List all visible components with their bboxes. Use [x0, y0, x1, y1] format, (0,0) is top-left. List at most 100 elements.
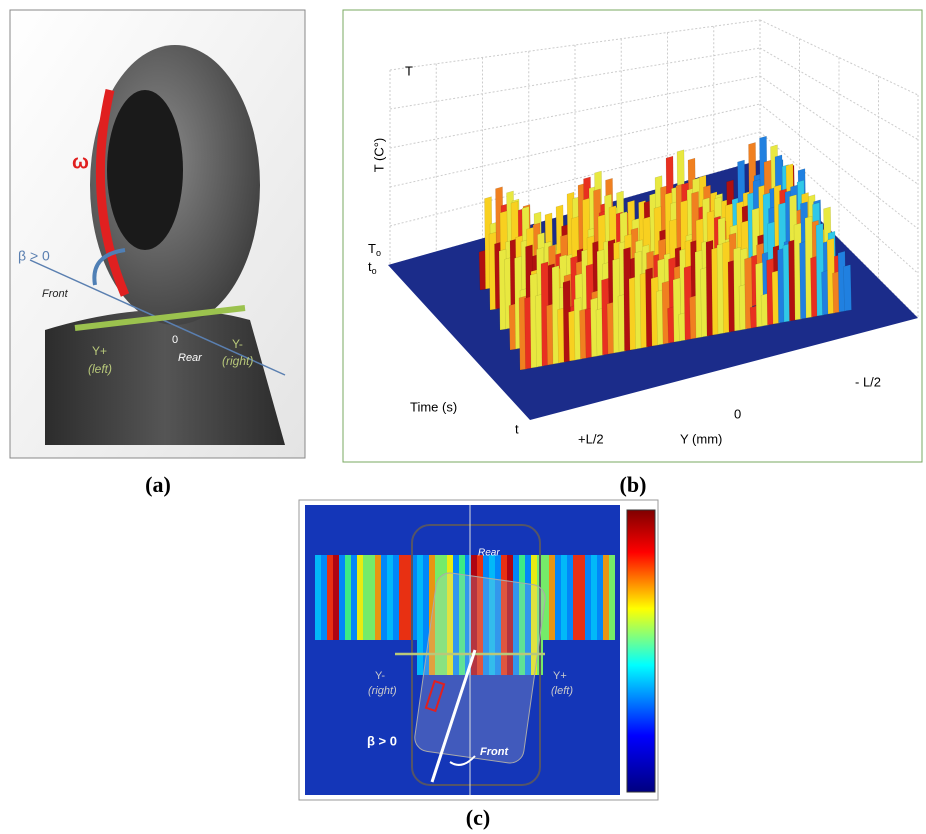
- stripe: [531, 555, 537, 675]
- grid-line: [389, 47, 761, 110]
- caption-c: (c): [466, 805, 490, 830]
- road: [45, 309, 285, 445]
- stripe: [357, 555, 363, 640]
- direction-icon: [424, 679, 446, 713]
- yminus-label: Y-: [375, 670, 385, 682]
- peak: [755, 261, 764, 328]
- beta-label: β > 0: [367, 733, 397, 748]
- stripe: [525, 555, 531, 675]
- stripe: [459, 555, 465, 675]
- stripe: [549, 555, 555, 640]
- peak: [837, 250, 847, 313]
- peak: [601, 277, 610, 356]
- stripe: [381, 555, 387, 640]
- front-label: Front: [42, 288, 69, 300]
- stripe: [315, 555, 321, 640]
- rear-label: Rear: [178, 352, 203, 364]
- grid-line: [759, 131, 919, 274]
- peak: [612, 257, 621, 354]
- stripe: [555, 555, 561, 640]
- stripe: [453, 555, 459, 675]
- stripe: [483, 555, 489, 675]
- stripe: [411, 555, 417, 640]
- stripe: [441, 555, 447, 675]
- stripe: [543, 555, 549, 640]
- stripe: [327, 555, 333, 640]
- stripe: [387, 555, 393, 640]
- caption-b: (b): [620, 472, 647, 497]
- stripe: [585, 555, 591, 640]
- minus-l2: - L/2: [855, 374, 881, 389]
- stripe: [567, 555, 573, 640]
- tire-hole: [107, 90, 183, 250]
- stripe: [573, 555, 579, 640]
- beta-label: β > 0: [18, 248, 50, 264]
- omega-arrow: [95, 89, 130, 297]
- right-label: (right): [368, 685, 397, 697]
- stripe: [465, 555, 471, 675]
- yminus-label: Y-: [232, 337, 243, 351]
- peak: [733, 246, 742, 332]
- peak: [623, 246, 632, 352]
- peak: [843, 264, 852, 312]
- stripe: [501, 555, 507, 675]
- beta-arrow: [430, 649, 477, 783]
- stripe: [597, 555, 603, 640]
- stripe: [363, 555, 369, 640]
- panel-b: T T (C°) To to Time (s) t +L/2 0 - L/2 Y…: [342, 9, 923, 463]
- stripe: [405, 555, 411, 640]
- stripe: [477, 555, 483, 675]
- peak: [661, 280, 671, 345]
- stripe: [351, 555, 357, 640]
- stripe: [489, 555, 495, 675]
- grid-line: [389, 75, 761, 149]
- stripe: [333, 555, 339, 640]
- stripe: [369, 555, 375, 640]
- t0: To: [368, 241, 381, 258]
- stripe: [579, 555, 585, 640]
- y-arrow: [74, 305, 246, 331]
- stripe: [507, 555, 513, 675]
- panel-a: ω β > 0 Front Y+ (left) 0 Rear Y- (right…: [9, 9, 306, 459]
- left-label: (left): [551, 685, 573, 697]
- rear-label: Rear: [478, 548, 500, 559]
- panel-c: Rear Y- (right) Y+ (left) β > 0 Front: [298, 499, 659, 801]
- peak: [540, 261, 550, 367]
- stripe: [345, 555, 351, 640]
- stripe: [591, 555, 597, 640]
- stripe: [609, 555, 615, 640]
- stripe: [321, 555, 327, 640]
- plus-l2: +L/2: [578, 431, 604, 446]
- stripe: [423, 555, 429, 675]
- time0: to: [368, 259, 377, 276]
- left-label: (left): [88, 362, 112, 376]
- stripe: [417, 555, 423, 675]
- stripe: [339, 555, 345, 640]
- stripe: [393, 555, 399, 640]
- t-top: T: [405, 63, 413, 78]
- heat-stripes: [315, 555, 615, 675]
- zero-label: 0: [172, 334, 178, 346]
- zero-tick: 0: [734, 406, 741, 421]
- stripe: [399, 555, 405, 640]
- omega-label: ω: [72, 151, 89, 173]
- yplus-label: Y+: [553, 670, 567, 682]
- stripe: [375, 555, 381, 640]
- beta-arrow: [92, 248, 126, 286]
- stripe: [447, 555, 453, 675]
- stripe: [471, 555, 477, 675]
- grid-line: [759, 47, 919, 141]
- colorbar: [626, 509, 656, 793]
- peak: [562, 280, 572, 363]
- peak: [683, 265, 693, 341]
- beta-arc: [449, 755, 476, 766]
- y-axis: Y (mm): [680, 431, 722, 446]
- stripe: [519, 555, 525, 675]
- peak: [826, 237, 836, 315]
- yplus-label: Y+: [92, 344, 107, 358]
- surface-peaks: [478, 135, 852, 371]
- stripe: [561, 555, 567, 640]
- t-end: t: [515, 421, 519, 436]
- front-label: Front: [480, 746, 509, 758]
